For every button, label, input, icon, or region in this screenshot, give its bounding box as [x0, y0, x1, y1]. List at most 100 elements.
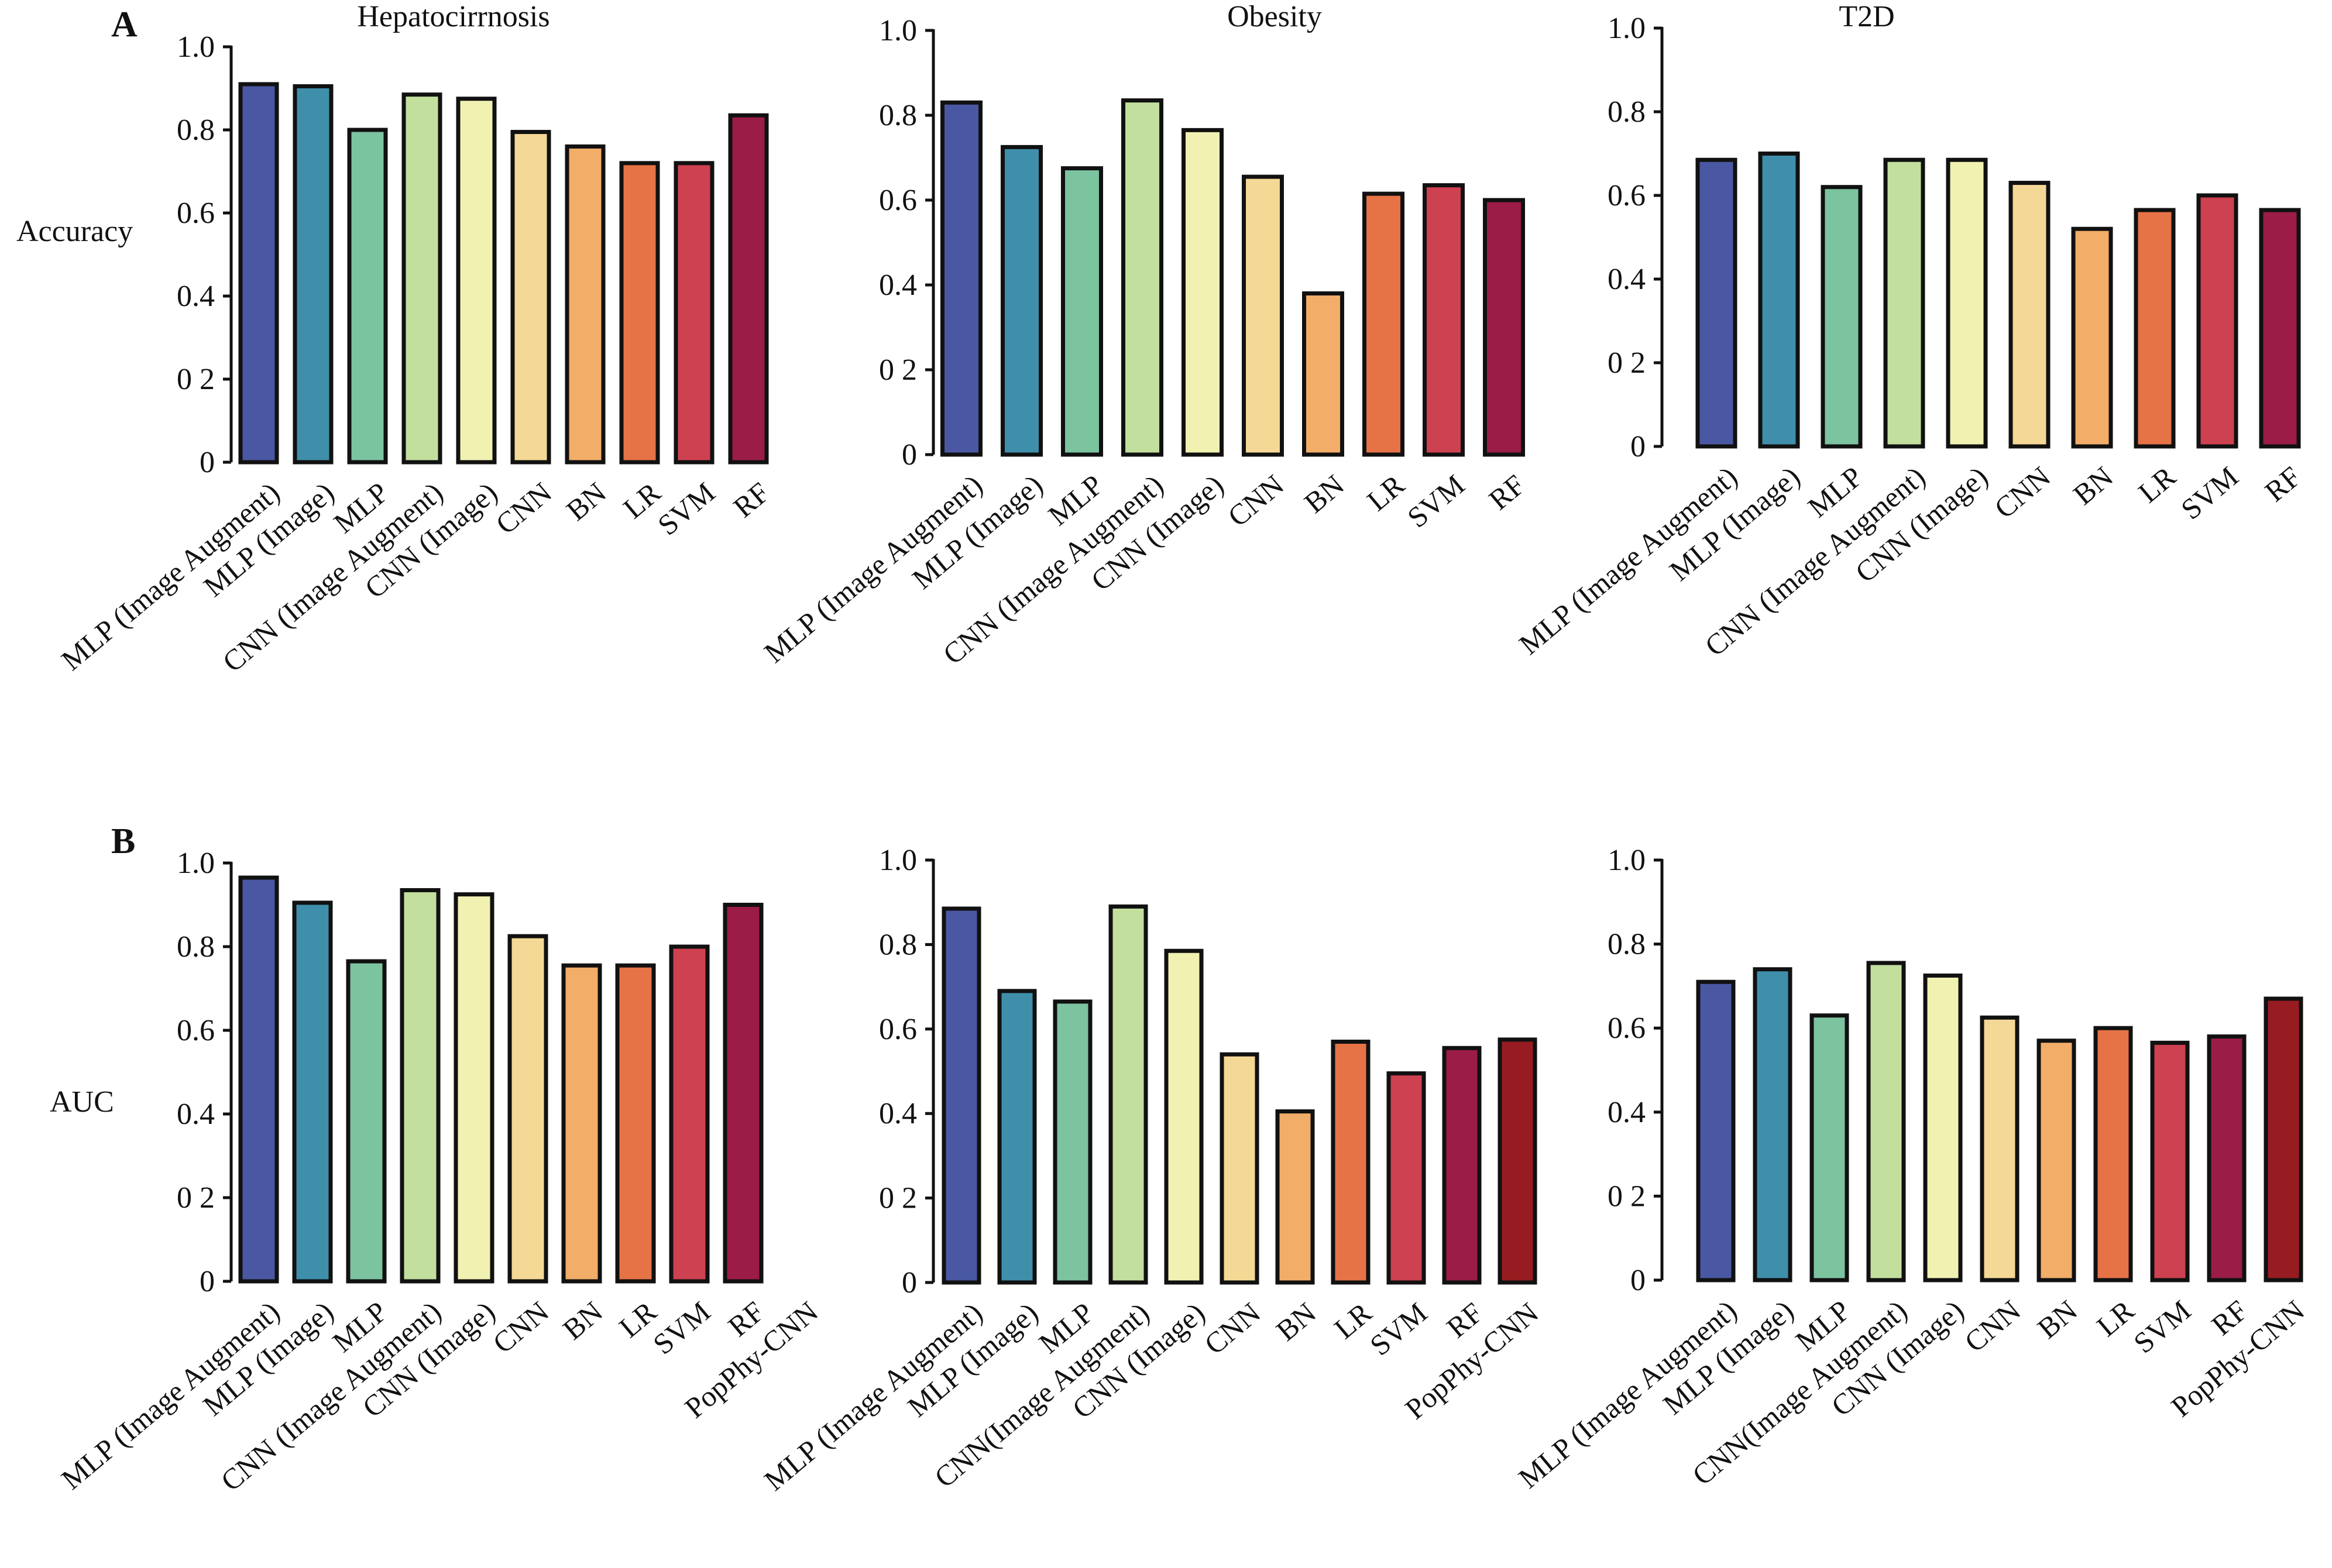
- x-tick-label: BN: [2067, 460, 2119, 511]
- bar-cnn-image-augment: [1883, 157, 1925, 449]
- bar-cnn-image: [1923, 973, 1963, 1282]
- bar-svm: [669, 944, 710, 1284]
- y-tick-label: 0.6: [177, 1014, 215, 1047]
- y-tick-label: 0 2: [177, 1181, 215, 1215]
- bar-cnn: [507, 934, 548, 1284]
- bar-rf: [1483, 198, 1525, 457]
- bar-mlp-image-augment: [1695, 157, 1737, 449]
- x-tick-label: SVM: [2175, 460, 2244, 526]
- y-tick-label: 0 2: [1608, 1180, 1646, 1213]
- bar-mlp-image: [1753, 967, 1792, 1282]
- bar-bn: [561, 963, 602, 1284]
- x-tick-label: CNN: [1958, 1294, 2027, 1359]
- bar-cnn-image-augment: [401, 92, 442, 465]
- x-tick-label: CNN: [489, 476, 558, 541]
- bar-svm: [1386, 1071, 1426, 1285]
- y-tick-label: 0.6: [1608, 1012, 1646, 1045]
- bar-lr: [615, 963, 656, 1284]
- bar-cnn-image-augment: [1121, 98, 1163, 457]
- panel-letter-a: A: [111, 5, 138, 44]
- bar-cnn-image: [456, 97, 497, 465]
- y-tick-label: 0.6: [1608, 179, 1646, 212]
- y-tick-label: 0 2: [1608, 346, 1646, 380]
- y-tick-label: 0.8: [177, 930, 215, 964]
- bar-bn: [565, 144, 606, 465]
- x-tick-label: SVM: [1401, 468, 1471, 534]
- bar-mlp: [1053, 999, 1093, 1285]
- bar-rf: [1442, 1046, 1482, 1285]
- y-tick-label: 1.0: [177, 847, 215, 880]
- bar-bn: [2071, 226, 2113, 449]
- bar-mlp-image: [292, 900, 333, 1284]
- panel-letters: A B: [111, 5, 138, 861]
- bar-svm: [2150, 1040, 2190, 1282]
- bar-mlp-image-augment: [1696, 979, 1736, 1282]
- bar-lr: [2093, 1026, 2133, 1282]
- y-tick-label: 0 2: [879, 1182, 917, 1215]
- x-tick-label: BN: [1270, 1296, 1322, 1347]
- y-tick-label: 0.4: [879, 269, 917, 302]
- chart-title: T2D: [1839, 0, 1894, 33]
- bar-rf: [728, 113, 769, 465]
- x-tick-label: BN: [560, 476, 612, 527]
- row-label-accuracy: Accuracy: [16, 215, 133, 248]
- bar-rf: [2259, 208, 2301, 449]
- y-tick-label: 0: [1630, 430, 1646, 463]
- y-tick-label: 1.0: [1608, 12, 1646, 45]
- y-tick-label: 0.4: [1608, 1096, 1646, 1129]
- chart-title: Hepatocirrnosis: [357, 0, 549, 33]
- bar-bn: [1302, 291, 1344, 457]
- y-tick-label: 0 2: [879, 353, 917, 387]
- bar-lr: [619, 161, 660, 465]
- x-tick-label: BN: [1298, 468, 1350, 520]
- y-tick-label: 0: [902, 438, 917, 472]
- y-tick-label: 0.4: [177, 280, 215, 313]
- bar-cnn-image: [454, 892, 494, 1284]
- bar-mlp: [1061, 166, 1103, 457]
- bar-rf: [723, 903, 764, 1284]
- y-tick-label: 0.6: [879, 1013, 917, 1046]
- bar-cnn-image-augment: [1866, 961, 1906, 1282]
- x-tick-label: LR: [2132, 460, 2182, 509]
- row-label-auc: AUC: [50, 1085, 114, 1119]
- bar-cnn-image: [1182, 128, 1224, 457]
- bar-mlp-image-augment: [238, 875, 279, 1284]
- panel-letter-b: B: [111, 821, 135, 861]
- y-tick-label: 0.6: [879, 184, 917, 217]
- bar-bn: [1275, 1109, 1315, 1285]
- bar-cnn-image-augment: [400, 888, 441, 1284]
- bar-cnn-image-augment: [1108, 904, 1148, 1285]
- bar-cnn-image: [1164, 948, 1204, 1285]
- bar-mlp-image: [1758, 152, 1800, 449]
- bar-mlp: [1821, 185, 1863, 449]
- bar-lr: [1331, 1039, 1371, 1285]
- y-tick-label: 0.8: [1608, 95, 1646, 129]
- bar-cnn: [1242, 174, 1284, 457]
- x-tick-label: RF: [2258, 460, 2307, 508]
- x-tick-label: SVM: [1364, 1296, 1433, 1362]
- x-tick-label: SVM: [651, 476, 721, 542]
- x-tick-label: RF: [727, 476, 775, 524]
- y-tick-label: 0: [1630, 1264, 1646, 1297]
- y-tick-label: 1.0: [177, 30, 215, 64]
- bar-cnn: [510, 130, 551, 465]
- y-tick-label: 1.0: [1608, 844, 1646, 877]
- bar-cnn-image: [1946, 157, 1988, 449]
- bar-lr: [2134, 208, 2176, 449]
- x-tick-label: CNN: [1198, 1296, 1266, 1361]
- y-tick-label: 0.4: [1608, 263, 1646, 296]
- row-labels: Accuracy AUC: [16, 215, 133, 1119]
- bar-mlp: [347, 128, 388, 465]
- x-tick-label: BN: [2031, 1294, 2083, 1345]
- x-tick-label: SVM: [2127, 1294, 2197, 1360]
- y-tick-label: 1.0: [879, 14, 917, 47]
- bar-cnn: [1980, 1015, 2020, 1282]
- y-tick-label: 0: [902, 1266, 917, 1299]
- bar-mlp: [1809, 1013, 1849, 1282]
